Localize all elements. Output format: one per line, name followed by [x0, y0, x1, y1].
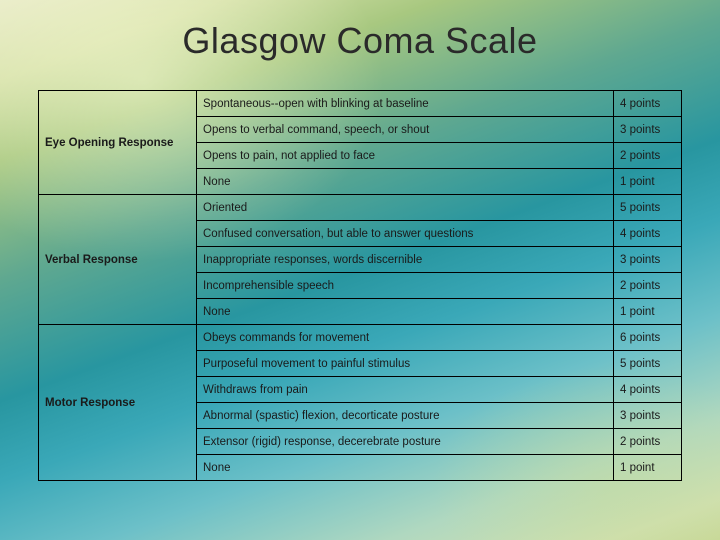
desc-cell: Incomprehensible speech — [197, 273, 614, 299]
points-cell: 3 points — [614, 403, 682, 429]
table-row: Eye Opening Response Spontaneous--open w… — [39, 91, 682, 117]
points-cell: 5 points — [614, 351, 682, 377]
slide-container: Glasgow Coma Scale Eye Opening Response … — [0, 0, 720, 540]
points-cell: 4 points — [614, 221, 682, 247]
table-row: Motor Response Obeys commands for moveme… — [39, 325, 682, 351]
desc-cell: Spontaneous--open with blinking at basel… — [197, 91, 614, 117]
category-cell: Eye Opening Response — [39, 91, 197, 195]
desc-cell: None — [197, 455, 614, 481]
desc-cell: Purposeful movement to painful stimulus — [197, 351, 614, 377]
points-cell: 2 points — [614, 143, 682, 169]
points-cell: 1 point — [614, 455, 682, 481]
desc-cell: Inappropriate responses, words discernib… — [197, 247, 614, 273]
points-cell: 1 point — [614, 169, 682, 195]
points-cell: 5 points — [614, 195, 682, 221]
table-row: Verbal Response Oriented 5 points — [39, 195, 682, 221]
desc-cell: Confused conversation, but able to answe… — [197, 221, 614, 247]
desc-cell: Withdraws from pain — [197, 377, 614, 403]
desc-cell: Abnormal (spastic) flexion, decorticate … — [197, 403, 614, 429]
points-cell: 2 points — [614, 273, 682, 299]
category-cell: Motor Response — [39, 325, 197, 481]
category-cell: Verbal Response — [39, 195, 197, 325]
gcs-table: Eye Opening Response Spontaneous--open w… — [38, 90, 682, 481]
desc-cell: None — [197, 299, 614, 325]
desc-cell: Obeys commands for movement — [197, 325, 614, 351]
points-cell: 4 points — [614, 377, 682, 403]
points-cell: 4 points — [614, 91, 682, 117]
points-cell: 2 points — [614, 429, 682, 455]
desc-cell: None — [197, 169, 614, 195]
points-cell: 3 points — [614, 117, 682, 143]
points-cell: 3 points — [614, 247, 682, 273]
points-cell: 6 points — [614, 325, 682, 351]
desc-cell: Oriented — [197, 195, 614, 221]
desc-cell: Opens to pain, not applied to face — [197, 143, 614, 169]
page-title: Glasgow Coma Scale — [38, 20, 682, 62]
desc-cell: Opens to verbal command, speech, or shou… — [197, 117, 614, 143]
points-cell: 1 point — [614, 299, 682, 325]
desc-cell: Extensor (rigid) response, decerebrate p… — [197, 429, 614, 455]
